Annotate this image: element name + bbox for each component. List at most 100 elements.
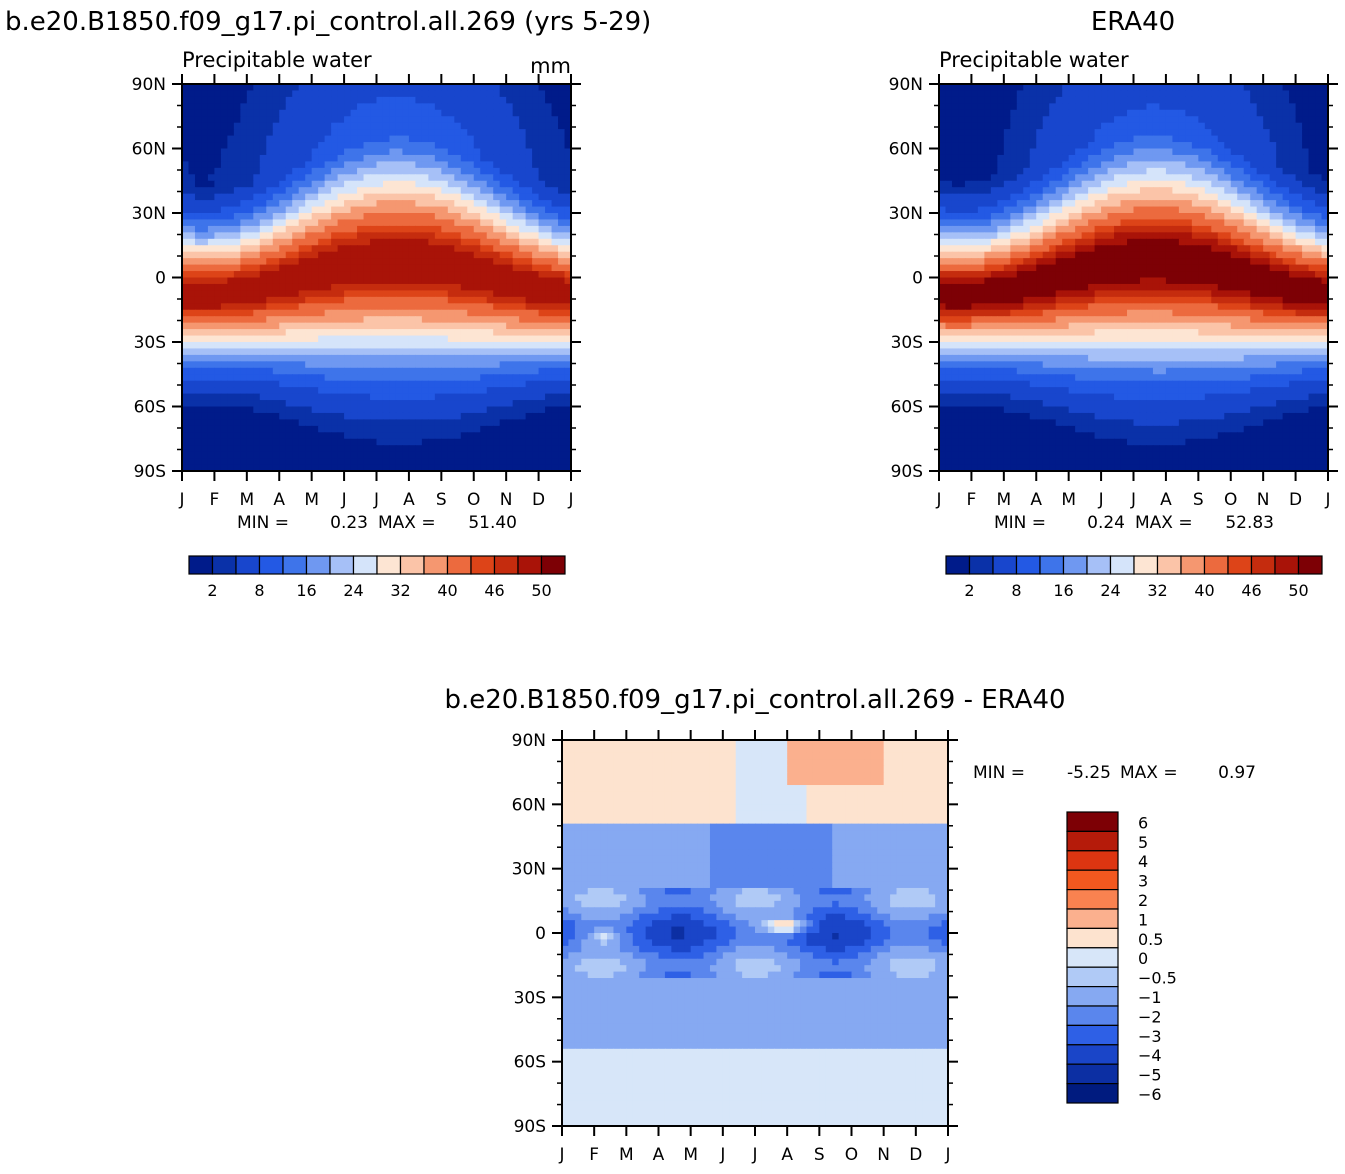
contour-cell [292, 336, 299, 343]
contour-cell [435, 297, 442, 304]
contour-cell [325, 271, 332, 278]
contour-cell [1030, 84, 1037, 91]
contour-cell [240, 394, 247, 401]
contour-cell [344, 161, 351, 168]
contour-cell [441, 110, 448, 117]
contour-cell [188, 90, 195, 97]
contour-cell [526, 323, 533, 330]
contour-cell [1289, 200, 1296, 207]
contour-cell [318, 90, 325, 97]
contour-cell [370, 168, 377, 175]
x-tick-label: J [341, 490, 347, 510]
contour-cell [260, 290, 267, 297]
contour-cell [1127, 181, 1134, 188]
contour-cell [1036, 187, 1043, 194]
contour-cell [467, 297, 474, 304]
contour-cell [370, 239, 377, 246]
contour-cell [240, 174, 247, 181]
contour-cell [377, 278, 384, 285]
contour-cell [545, 445, 552, 452]
contour-cell [338, 310, 345, 317]
contour-cell [247, 400, 254, 407]
contour-cell [558, 271, 565, 278]
contour-cell [1276, 181, 1283, 188]
contour-cell [273, 290, 280, 297]
contour-cell [253, 116, 260, 123]
contour-cell [1296, 90, 1303, 97]
contour-cell [286, 90, 293, 97]
contour-cell [1296, 97, 1303, 104]
contour-cell [221, 245, 228, 252]
contour-cell [214, 265, 221, 272]
contour-cell [1101, 168, 1108, 175]
contour-cell [1049, 194, 1056, 201]
contour-cell [506, 103, 513, 110]
contour-cell [1069, 213, 1076, 220]
contour-cell [552, 394, 559, 401]
contour-cell [1082, 103, 1089, 110]
contour-cell [1114, 200, 1121, 207]
contour-cell [1075, 97, 1082, 104]
contour-cell [299, 381, 306, 388]
contour-cell [299, 452, 306, 459]
contour-cell [286, 213, 293, 220]
contour-cell [1075, 207, 1082, 214]
contour-cell [1263, 161, 1270, 168]
contour-cell [331, 361, 338, 368]
contour-cell [1224, 142, 1231, 149]
contour-cell [1043, 84, 1050, 91]
contour-cell [1315, 142, 1322, 149]
contour-cell [409, 458, 416, 465]
contour-cell [227, 110, 234, 117]
contour-cell [370, 316, 377, 323]
contour-cell [325, 161, 332, 168]
contour-cell [325, 361, 332, 368]
contour-cell [526, 413, 533, 420]
contour-cell [997, 194, 1004, 201]
contour-cell [415, 381, 422, 388]
contour-cell [532, 297, 539, 304]
contour-cell [1030, 123, 1037, 130]
contour-cell [234, 278, 241, 285]
contour-cell [292, 407, 299, 414]
contour-cell [247, 361, 254, 368]
contour-cell [299, 303, 306, 310]
contour-cell [422, 336, 429, 343]
contour-cell [500, 329, 507, 336]
contour-cell [558, 142, 565, 149]
contour-cell [396, 187, 403, 194]
contour-cell [1108, 213, 1115, 220]
contour-cell [1095, 84, 1102, 91]
contour-cell [519, 355, 526, 362]
contour-cell [1205, 84, 1212, 91]
contour-cell [370, 265, 377, 272]
contour-cell [526, 97, 533, 104]
contour-cell [474, 207, 481, 214]
contour-cell [357, 181, 364, 188]
contour-cell [266, 200, 273, 207]
contour-cell [266, 336, 273, 343]
contour-cell [487, 194, 494, 201]
contour-cell [247, 374, 254, 381]
contour-cell [357, 168, 364, 175]
contour-cell [1114, 187, 1121, 194]
contour-cell [234, 426, 241, 433]
contour-cell [500, 432, 507, 439]
contour-cell [1140, 90, 1147, 97]
contour-cell [402, 336, 409, 343]
contour-cell [506, 271, 513, 278]
contour-cell [260, 413, 267, 420]
contour-cell [1159, 90, 1166, 97]
contour-cell [357, 90, 364, 97]
contour-cell [389, 387, 396, 394]
contour-cell [1075, 116, 1082, 123]
contour-cell [312, 239, 319, 246]
contour-cell [227, 187, 234, 194]
contour-cell [402, 297, 409, 304]
contour-cell [1185, 181, 1192, 188]
contour-cell [351, 387, 358, 394]
contour-cell [558, 90, 565, 97]
contour-cell [201, 361, 208, 368]
contour-cell [461, 245, 468, 252]
